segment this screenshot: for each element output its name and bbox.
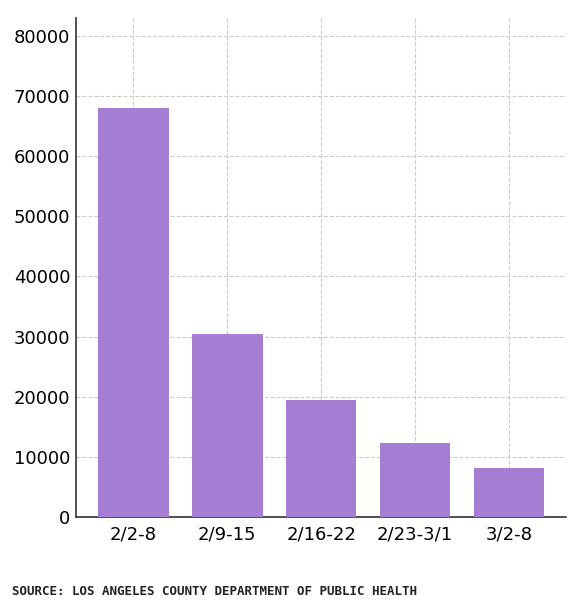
Bar [192,334,263,517]
Text: SOURCE: LOS ANGELES COUNTY DEPARTMENT OF PUBLIC HEALTH: SOURCE: LOS ANGELES COUNTY DEPARTMENT OF… [12,585,416,598]
Bar [474,468,544,517]
Bar [286,400,356,517]
Bar [98,108,169,517]
Bar [380,443,450,517]
